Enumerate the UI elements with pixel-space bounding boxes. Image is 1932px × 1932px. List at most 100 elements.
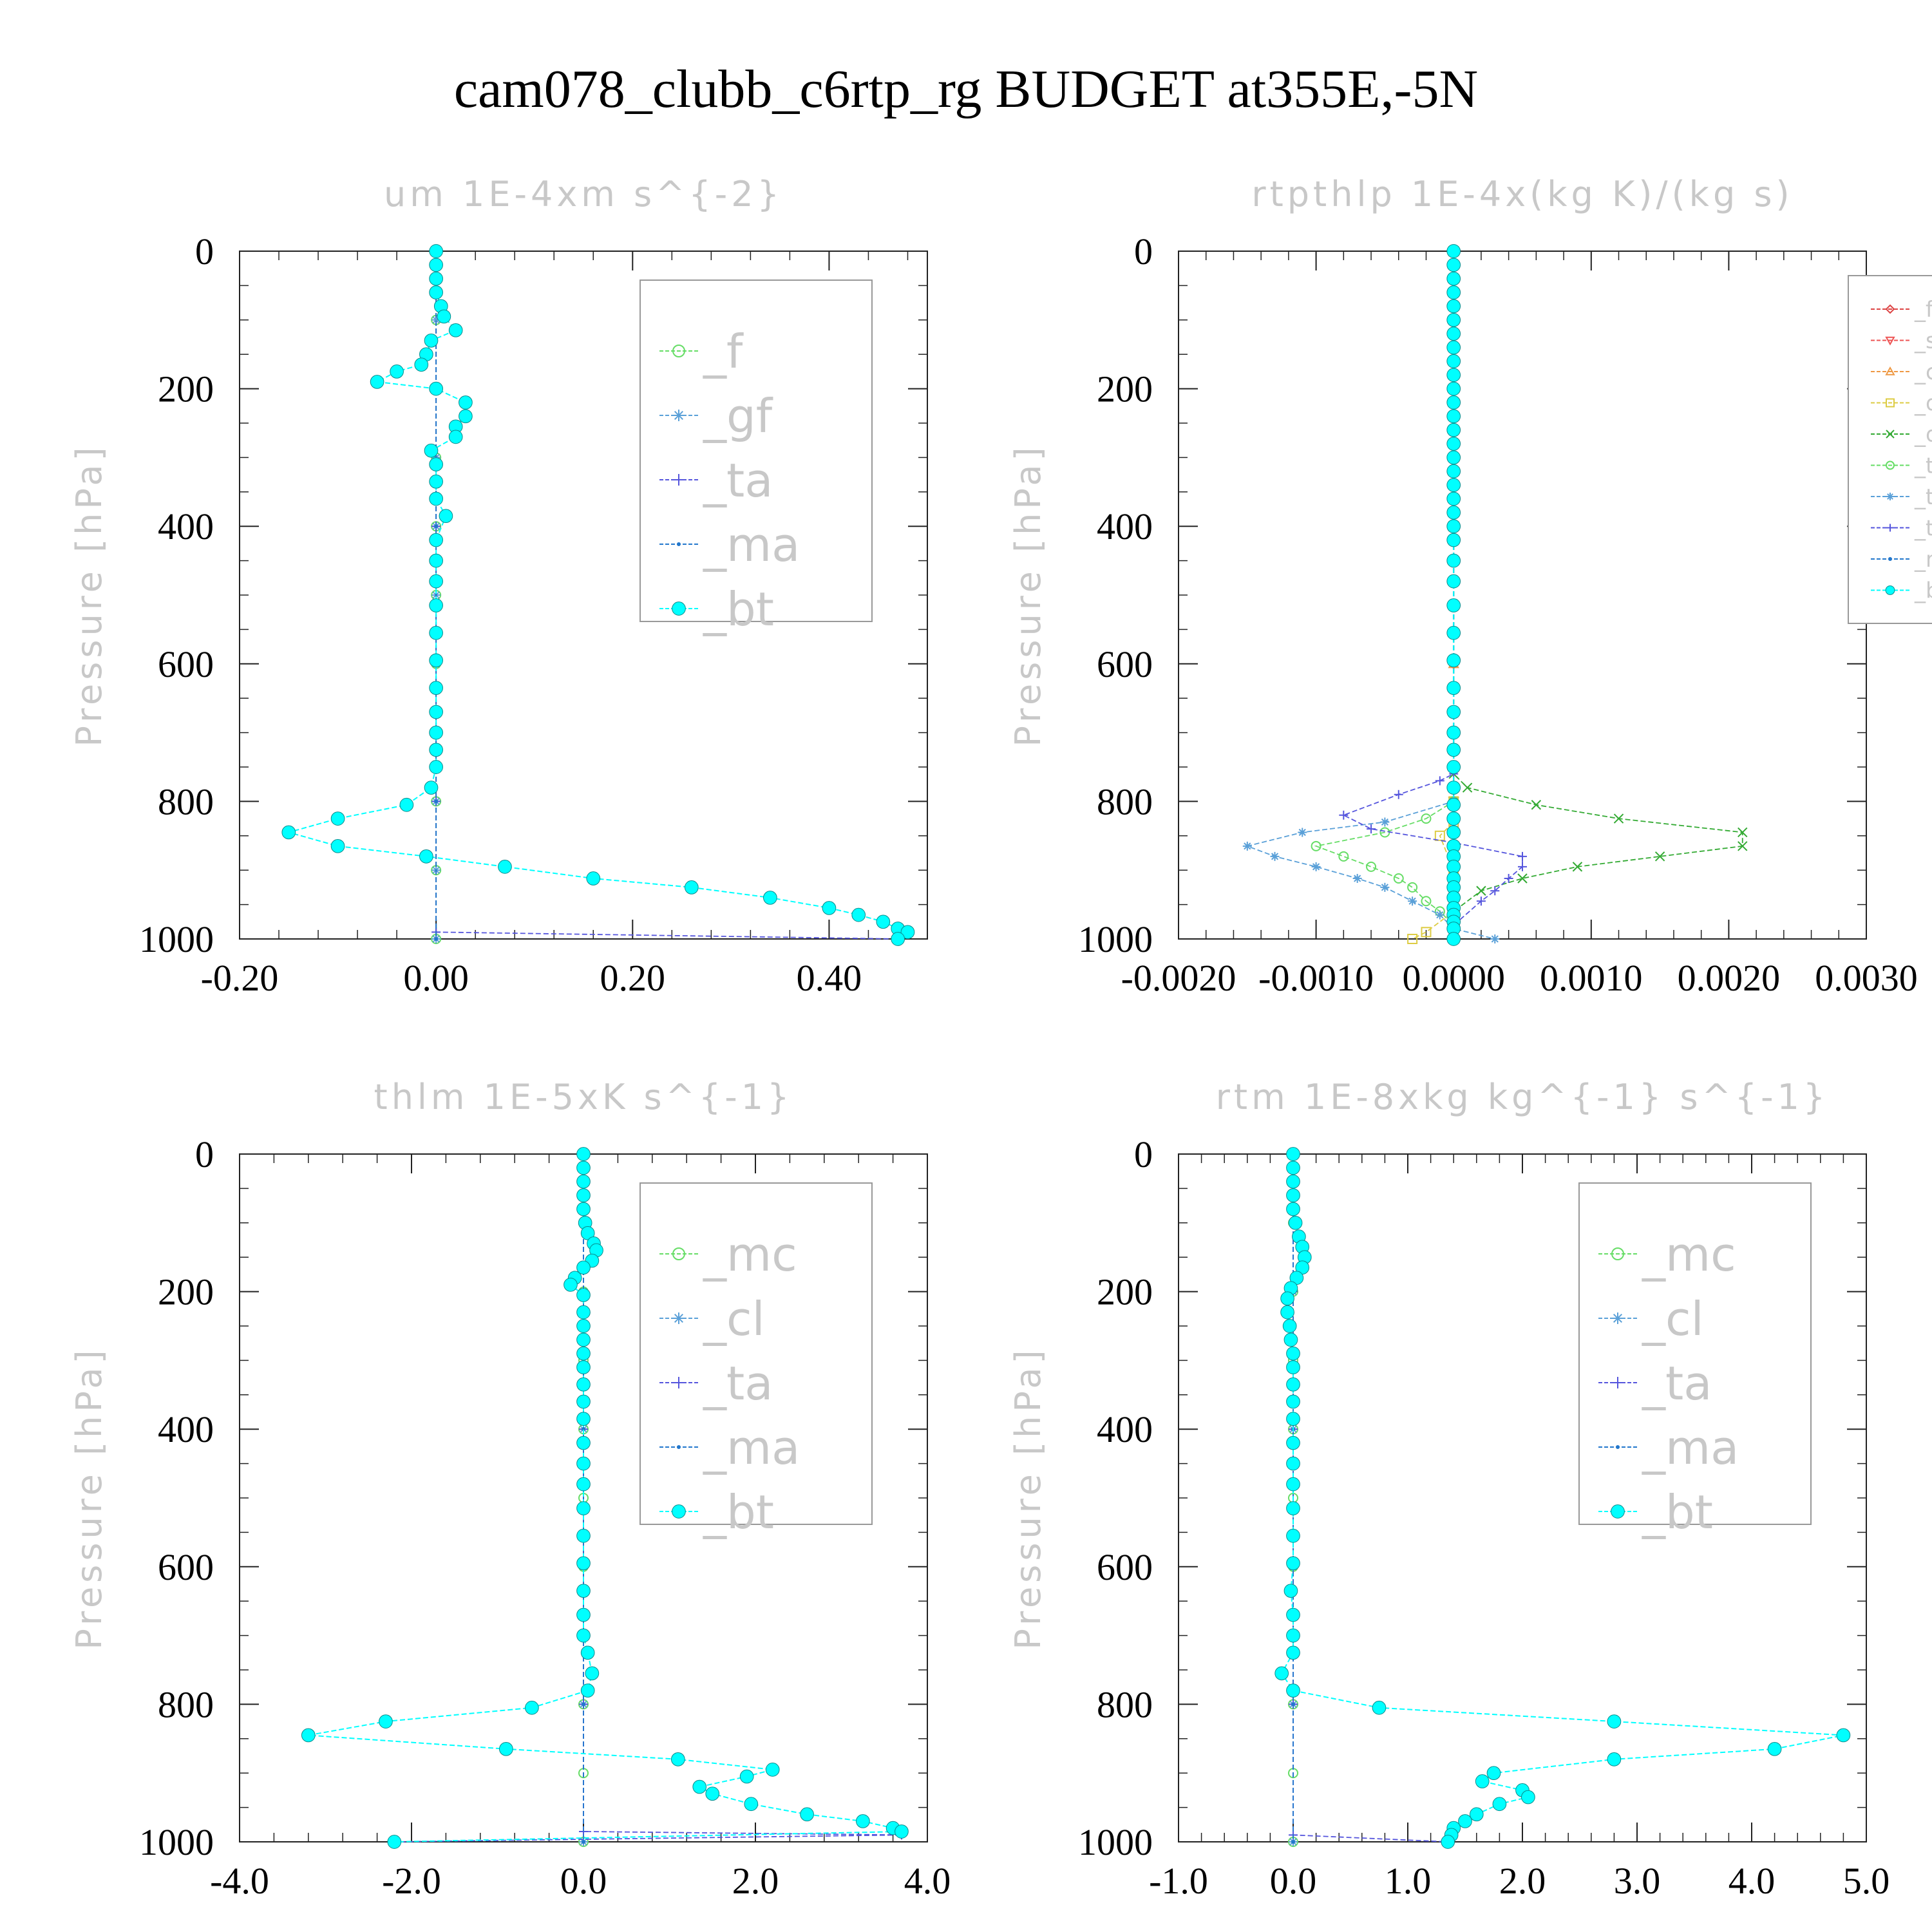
legend: _mc _cl _ta _ma _bt xyxy=(639,1182,873,1539)
legend-marker xyxy=(672,1247,685,1260)
data-point xyxy=(1475,1774,1490,1788)
data-point xyxy=(576,1319,591,1333)
series-tp2 xyxy=(1311,246,1459,944)
data-point xyxy=(1462,782,1473,793)
data-point xyxy=(576,1147,591,1161)
data-point xyxy=(1291,1840,1295,1844)
data-point xyxy=(429,457,443,471)
data-point xyxy=(379,1714,393,1728)
data-point xyxy=(1380,882,1390,892)
legend-marker xyxy=(1616,1445,1620,1449)
data-point xyxy=(1286,1202,1300,1217)
data-point xyxy=(1242,841,1252,851)
y-tick-label: 600 xyxy=(158,1546,214,1588)
data-point xyxy=(576,1528,591,1543)
legend: _mc _cl _ta _ma _bt xyxy=(1578,1182,1812,1539)
data-point xyxy=(429,574,443,589)
data-point xyxy=(1283,1332,1298,1347)
legend-label: _f xyxy=(703,325,744,379)
series-line xyxy=(1245,251,1495,940)
data-point xyxy=(387,1835,402,1849)
data-point xyxy=(1286,1501,1300,1515)
x-tick-label: 0.0020 xyxy=(1678,957,1781,999)
data-point xyxy=(576,1260,591,1275)
data-point xyxy=(1446,811,1461,826)
data-point xyxy=(576,1501,591,1515)
panel-title: rtpthlp 1E-4x(kg K)/(kg s) xyxy=(1251,174,1793,214)
data-point xyxy=(851,907,866,922)
x-tick-label: -4.0 xyxy=(210,1860,269,1902)
data-point xyxy=(1311,862,1321,871)
data-point xyxy=(1446,574,1461,589)
data-point xyxy=(1446,860,1461,874)
data-point xyxy=(439,509,453,524)
data-point xyxy=(576,1412,591,1426)
data-point xyxy=(1521,1790,1535,1804)
data-point xyxy=(1446,625,1461,640)
data-point xyxy=(429,681,443,696)
legend-label: _forcing xyxy=(1914,297,1932,323)
data-point xyxy=(1492,1797,1507,1812)
data-point xyxy=(1446,553,1461,568)
x-tick-label: 1.0 xyxy=(1385,1860,1432,1902)
legend-label: _sf xyxy=(1914,328,1932,354)
data-point xyxy=(431,315,441,325)
legend: _forcing _sf _cl _dp2 _dp1 _tp2 _tp1 _ta _ma _bt xyxy=(1848,275,1932,624)
data-point xyxy=(1504,874,1513,884)
data-point xyxy=(1286,1628,1300,1643)
data-point xyxy=(1286,1683,1300,1698)
data-point xyxy=(1380,817,1390,827)
legend-label: _cl xyxy=(1642,1292,1704,1346)
x-tick-label: 0.00 xyxy=(403,957,469,999)
legend-marker xyxy=(1886,460,1895,470)
data-point xyxy=(1446,368,1461,383)
data-point xyxy=(1366,861,1377,872)
data-point xyxy=(1286,1377,1300,1392)
data-point xyxy=(800,1807,814,1822)
data-point xyxy=(1518,851,1527,861)
data-point xyxy=(876,914,891,929)
series-line xyxy=(1453,251,1743,939)
y-tick-label: 200 xyxy=(158,368,214,410)
data-point xyxy=(1282,1319,1297,1333)
data-point xyxy=(1338,851,1349,862)
data-point xyxy=(429,381,443,396)
data-point xyxy=(1434,830,1445,841)
data-point xyxy=(1288,1215,1303,1230)
legend-label: _ta xyxy=(703,453,773,507)
legend-marker xyxy=(1611,1247,1624,1260)
legend-label: _ta xyxy=(703,1356,773,1410)
data-point xyxy=(1446,437,1461,451)
x-tick-label: 2.0 xyxy=(1499,1860,1546,1902)
x-tick-label: 0.0030 xyxy=(1815,957,1918,999)
panel-title: thlm 1E-5xK s^{-1} xyxy=(374,1077,793,1117)
legend-label: _ma xyxy=(703,518,800,572)
legend-marker xyxy=(1888,557,1892,561)
legend-label: _bt xyxy=(1914,578,1932,604)
legend-marker xyxy=(1886,493,1894,500)
series-ta xyxy=(1289,1150,1453,1846)
legend-label: _dp1 xyxy=(1914,422,1932,448)
y-axis-label: Pressure [hPa] xyxy=(69,1346,109,1649)
data-point xyxy=(1446,258,1461,272)
data-point xyxy=(419,849,433,864)
y-axis-label: Pressure [hPa] xyxy=(1008,1346,1048,1649)
data-point xyxy=(429,553,443,568)
data-point xyxy=(1435,776,1444,786)
legend-marker xyxy=(672,1504,686,1519)
x-tick-label: 0.40 xyxy=(797,957,862,999)
y-tick-label: 600 xyxy=(1097,643,1153,685)
data-point xyxy=(1421,813,1432,824)
panel-title: um 1E-4xm s^{-2} xyxy=(384,174,783,214)
data-point xyxy=(1280,1305,1294,1320)
data-point xyxy=(1446,327,1461,341)
legend-marker xyxy=(673,410,685,421)
data-point xyxy=(1446,598,1461,612)
data-point xyxy=(429,705,443,719)
data-point xyxy=(1394,790,1403,799)
data-point xyxy=(1446,705,1461,719)
data-point xyxy=(576,1202,591,1217)
data-point xyxy=(1767,1741,1782,1756)
legend-label: _cl xyxy=(1914,359,1932,385)
data-point xyxy=(429,625,443,640)
